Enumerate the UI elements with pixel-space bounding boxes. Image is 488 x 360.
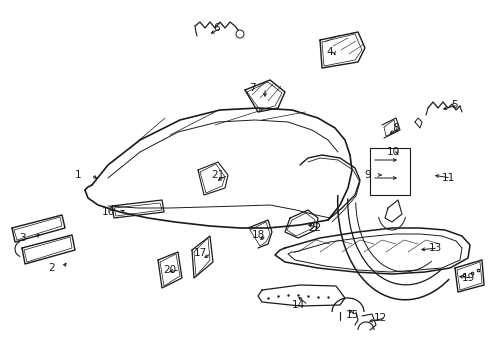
Text: 20: 20 [163, 265, 176, 275]
Text: 8: 8 [392, 123, 399, 133]
Text: 19: 19 [461, 273, 474, 283]
Text: 4: 4 [326, 47, 333, 57]
Text: 14: 14 [291, 300, 304, 310]
Text: 9: 9 [364, 170, 370, 180]
Text: 5: 5 [451, 100, 457, 110]
Text: 17: 17 [193, 248, 206, 258]
Text: 7: 7 [248, 83, 255, 93]
Text: 21: 21 [211, 170, 224, 180]
Text: 6: 6 [213, 23, 220, 33]
Text: 18: 18 [251, 230, 264, 240]
Text: 11: 11 [441, 173, 454, 183]
Text: 3: 3 [19, 233, 25, 243]
Text: 12: 12 [373, 313, 386, 323]
Text: 13: 13 [427, 243, 441, 253]
Text: 2: 2 [49, 263, 55, 273]
Text: 1: 1 [75, 170, 81, 180]
Text: 10: 10 [386, 147, 399, 157]
Text: 16: 16 [101, 207, 114, 217]
Text: 15: 15 [345, 310, 358, 320]
Text: 22: 22 [308, 223, 321, 233]
